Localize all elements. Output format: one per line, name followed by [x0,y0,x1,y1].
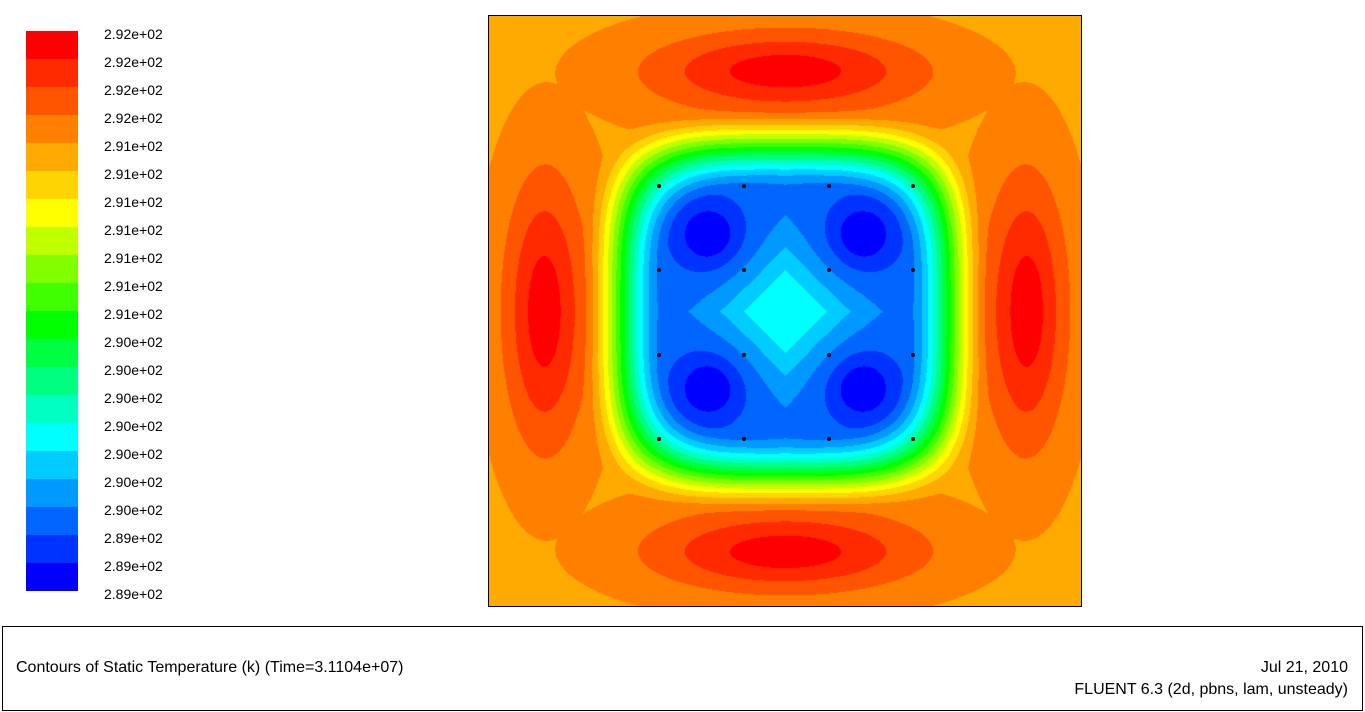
mesh-point-marker [911,353,915,357]
colorbar-label: 2.90e+02 [104,502,163,518]
solver-version: FLUENT 6.3 (2d, pbns, lam, unsteady) [1074,681,1348,698]
colorbar-band [26,311,78,339]
mesh-point-marker [827,268,831,272]
mesh-point-marker [657,437,661,441]
mesh-point-marker [742,437,746,441]
colorbar-label: 2.91e+02 [104,166,163,182]
colorbar-label: 2.91e+02 [104,138,163,154]
colorbar-band [26,143,78,171]
mesh-point-marker [657,184,661,188]
mesh-point-marker [742,268,746,272]
colorbar-label: 2.90e+02 [104,390,163,406]
mesh-point-marker [911,184,915,188]
mesh-point-marker [827,353,831,357]
colorbar-band [26,479,78,507]
colorbar-label: 2.92e+02 [104,54,163,70]
colorbar-band [26,339,78,367]
colorbar-band [26,59,78,87]
colorbar-label: 2.91e+02 [104,306,163,322]
colorbar-label: 2.90e+02 [104,418,163,434]
colorbar-label: 2.89e+02 [104,586,163,602]
colorbar-band [26,255,78,283]
colorbar-band [26,31,78,59]
colorbar-label: 2.91e+02 [104,278,163,294]
mesh-point-marker [657,268,661,272]
mesh-point-marker [742,184,746,188]
colorbar-label: 2.90e+02 [104,474,163,490]
colorbar-band [26,451,78,479]
colorbar-label: 2.90e+02 [104,446,163,462]
colorbar-band [26,227,78,255]
colorbar-band [26,367,78,395]
mesh-point-marker [911,268,915,272]
colorbar-label: 2.90e+02 [104,334,163,350]
colorbar-label: 2.91e+02 [104,250,163,266]
mesh-point-marker [827,184,831,188]
mesh-point-marker [742,353,746,357]
colorbar-label: 2.91e+02 [104,222,163,238]
plot-footer: Contours of Static Temperature (k) (Time… [2,626,1363,711]
colorbar-label: 2.92e+02 [104,110,163,126]
colorbar-label: 2.89e+02 [104,558,163,574]
contour-plot [488,15,1082,607]
temperature-contour-field [489,16,1081,606]
colorbar-band [26,171,78,199]
colorbar-label: 2.91e+02 [104,194,163,210]
colorbar-band [26,283,78,311]
colorbar-band [26,563,78,591]
colorbar-band [26,535,78,563]
mesh-point-marker [911,437,915,441]
colorbar-band [26,87,78,115]
mesh-point-marker [827,437,831,441]
colorbar-band [26,199,78,227]
colorbar-band [26,395,78,423]
plot-date: Jul 21, 2010 [1260,659,1348,676]
colorbar-label: 2.90e+02 [104,362,163,378]
colorbar-label: 2.92e+02 [104,26,163,42]
colorbar-band [26,507,78,535]
colorbar-band [26,423,78,451]
colorbar-band [26,115,78,143]
mesh-point-marker [657,353,661,357]
colorbar-label: 2.89e+02 [104,530,163,546]
colorbar-label: 2.92e+02 [104,82,163,98]
plot-title: Contours of Static Temperature (k) (Time… [16,659,404,676]
